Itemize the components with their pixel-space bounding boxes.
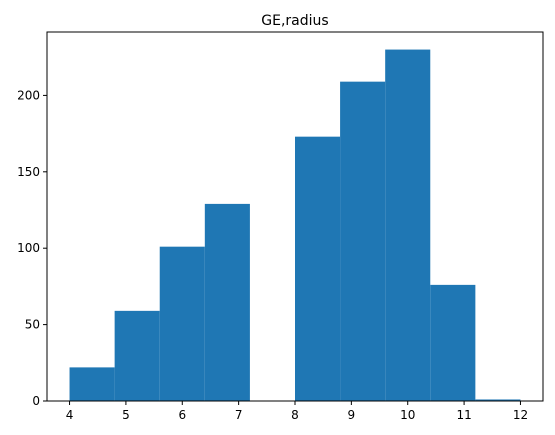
histogram-bar [159,246,205,401]
y-tick-label: 200 [17,88,40,102]
histogram-bar [295,136,341,401]
x-tick-label: 9 [348,408,356,422]
x-tick-label: 4 [66,408,74,422]
bars [69,49,521,401]
x-tick-label: 6 [178,408,186,422]
x-tick-label: 7 [235,408,243,422]
histogram-bar [69,367,115,401]
x-axis: 4 5 6 7 8 9 10 11 12 [66,401,528,422]
x-tick-label: 10 [400,408,415,422]
y-axis: 0 50 100 150 200 [17,88,47,408]
chart-title: GE,radius [261,13,328,29]
y-tick-label: 50 [25,318,40,332]
histogram-bar [340,81,386,401]
y-tick-label: 100 [17,241,40,255]
x-tick-label: 11 [456,408,471,422]
histogram-bar [430,284,476,401]
x-tick-label: 12 [513,408,528,422]
x-tick-label: 5 [122,408,130,422]
histogram-bar [475,399,521,401]
y-tick-label: 150 [17,165,40,179]
x-tick-label: 8 [291,408,299,422]
y-tick-label: 0 [32,394,40,408]
histogram-bar [385,49,431,401]
histogram-bar [204,203,250,401]
histogram-bar [114,310,160,401]
